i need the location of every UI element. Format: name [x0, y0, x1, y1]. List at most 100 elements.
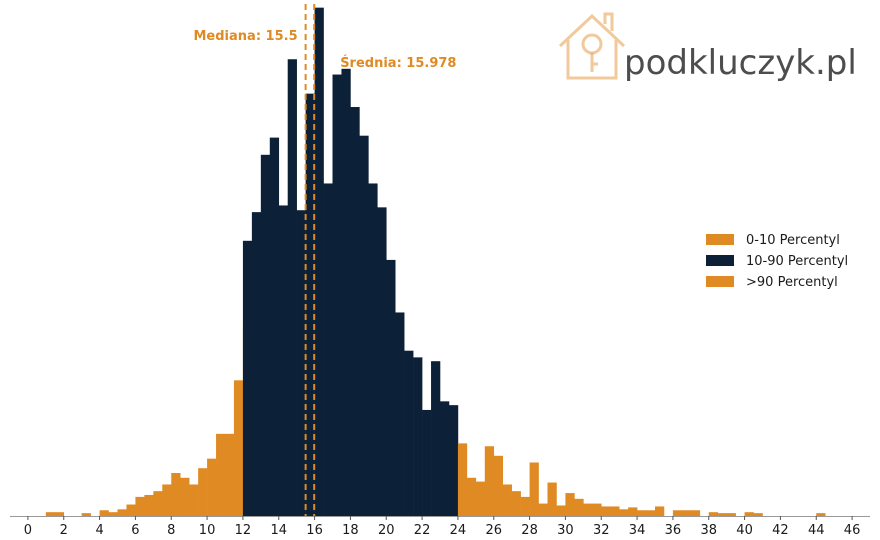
histogram-bar — [431, 361, 441, 516]
histogram-bar — [81, 513, 91, 516]
histogram-bar — [475, 481, 486, 516]
legend-label: 0-10 Percentyl — [746, 233, 840, 248]
histogram-bar — [341, 68, 351, 517]
histogram-bar — [520, 496, 530, 516]
histogram-bar — [708, 512, 719, 516]
histogram-bar — [54, 512, 65, 516]
histogram-bar — [404, 350, 414, 516]
x-tick-label: 4 — [95, 523, 103, 538]
histogram-bar — [655, 506, 665, 516]
x-tick-label: 24 — [450, 523, 467, 538]
histogram-bar — [484, 446, 495, 516]
histogram-bar — [816, 513, 826, 516]
histogram-bar — [538, 503, 548, 516]
x-tick-label: 26 — [485, 523, 502, 538]
histogram-bar — [216, 433, 226, 516]
histogram-bar — [45, 512, 56, 516]
histogram-bar — [171, 473, 181, 516]
histogram-bar — [601, 506, 611, 516]
histogram-bar — [457, 443, 468, 516]
legend: 0-10 Percentyl 10-90 Percentyl >90 Percent… — [706, 233, 848, 290]
histogram-bar — [466, 477, 477, 516]
x-tick-label: 30 — [557, 523, 574, 538]
x-tick-label: 32 — [593, 523, 610, 538]
histogram-bar — [108, 512, 118, 516]
annotations: Mediana: 15.5 Średnia: 15.978 — [194, 29, 457, 71]
histogram-bar — [305, 93, 315, 517]
histogram-bar — [619, 509, 629, 516]
histogram-bar — [368, 183, 378, 516]
x-tick-label: 0 — [24, 523, 32, 538]
x-tick-label: 14 — [270, 523, 287, 538]
x-tick-label: 20 — [378, 523, 395, 538]
histogram-bar — [251, 212, 262, 516]
x-axis-ticks: 0 2 4 6 8 10 12 14 16 18 20 22 24 26 28 30 32 34 36 38 40 42 4… — [24, 516, 861, 538]
histogram-bar — [440, 401, 450, 516]
legend-label: >90 Percentyl — [746, 275, 838, 290]
legend-swatch — [706, 255, 734, 266]
histogram-bar — [574, 498, 584, 516]
reference-lines — [304, 4, 316, 516]
histogram-bar — [672, 510, 683, 516]
x-tick-label: 10 — [199, 523, 216, 538]
histogram-bar — [556, 505, 566, 516]
x-tick-label: 12 — [235, 523, 252, 538]
histogram-bar — [314, 7, 324, 517]
median-annotation: Mediana: 15.5 — [194, 29, 298, 44]
x-tick-label: 42 — [772, 523, 789, 538]
x-tick-label: 36 — [665, 523, 682, 538]
watermark-logo-text: podkluczyk.pl — [624, 43, 857, 83]
x-tick-label: 18 — [342, 523, 359, 538]
histogram-bar — [753, 513, 763, 516]
histogram-bar — [413, 357, 423, 516]
x-tick-label: 44 — [808, 523, 825, 538]
histogram-bar — [332, 74, 342, 517]
histogram-bar — [242, 240, 253, 517]
legend-swatch — [706, 234, 734, 245]
histogram-bar — [628, 507, 638, 516]
histogram-bar — [99, 510, 109, 516]
x-tick-label: 46 — [844, 523, 861, 538]
x-tick-label: 38 — [700, 523, 717, 538]
histogram-bar — [180, 477, 190, 516]
histogram-bar — [386, 259, 396, 516]
histogram-bar — [502, 484, 512, 516]
histogram-bar — [610, 506, 620, 516]
x-tick-label: 28 — [521, 523, 538, 538]
histogram-bar — [225, 433, 235, 516]
histogram-bar — [323, 183, 333, 516]
histogram-bar — [153, 491, 163, 516]
x-tick-label: 2 — [60, 523, 68, 538]
histogram-bar — [207, 458, 217, 516]
histogram-bar — [350, 107, 360, 517]
histogram-bar — [422, 409, 432, 516]
histogram-bar — [646, 510, 656, 516]
histogram-bar — [144, 494, 154, 516]
x-tick-label: 40 — [736, 523, 753, 538]
histogram-bar — [493, 455, 504, 516]
histogram-bar — [529, 462, 539, 516]
histogram-bar — [198, 468, 208, 516]
histogram-bar — [269, 137, 280, 516]
histogram-bar — [278, 205, 289, 516]
house-key-icon — [558, 12, 626, 80]
histogram-bar — [690, 510, 701, 516]
histogram-bar — [377, 207, 387, 516]
histogram-bar — [726, 513, 736, 516]
histogram-bar — [287, 59, 297, 516]
legend-swatch — [706, 276, 734, 287]
histogram-bar — [448, 405, 459, 516]
histogram-bar — [395, 312, 405, 516]
histogram-bar — [359, 135, 369, 516]
histogram-bar — [126, 504, 136, 516]
watermark: podkluczyk.pl — [558, 12, 857, 83]
x-tick-label: 6 — [131, 523, 139, 538]
x-tick-label: 34 — [629, 523, 646, 538]
histogram-bar — [681, 510, 692, 516]
histogram-bar — [744, 512, 754, 516]
histogram-bar — [162, 484, 172, 516]
histogram-bar — [565, 493, 575, 516]
legend-label: 10-90 Percentyl — [746, 254, 848, 269]
bars-layer — [45, 7, 826, 517]
